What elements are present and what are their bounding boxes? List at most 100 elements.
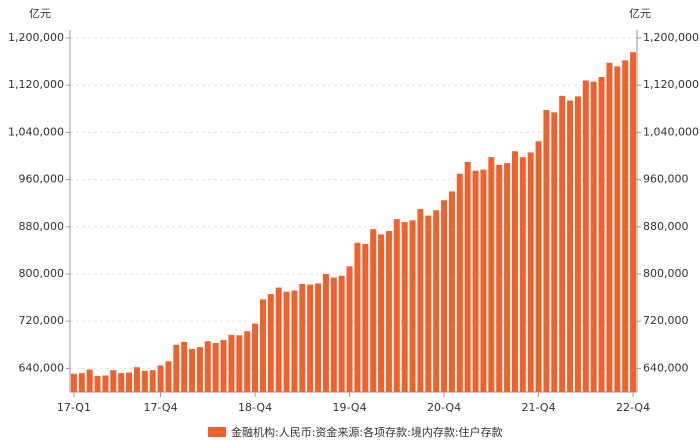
y2-tick-label: 960,000 [643,173,689,186]
bar [157,365,164,392]
x-tick-label: 17-Q1 [57,401,91,414]
bar [252,323,259,392]
y-tick-label: 720,000 [19,314,65,327]
bar [519,157,526,392]
bar [244,331,251,392]
bar [574,96,581,392]
bar [307,284,314,392]
y-unit-right: 亿元 [629,7,651,20]
bar [598,76,605,392]
bar [283,291,290,392]
bar [299,284,306,392]
y-tick-label: 960,000 [19,173,65,186]
y2-tick-label: 1,040,000 [643,125,699,138]
bar [378,234,385,392]
y-tick-label: 1,200,000 [8,31,64,44]
bar [141,370,148,392]
bar [385,230,392,392]
y-tick-label: 1,040,000 [8,125,64,138]
bar [456,173,463,392]
y2-tick-label: 640,000 [643,361,689,374]
bar [102,375,109,392]
bar [189,348,196,392]
bar [417,209,424,392]
x-tick-label: 20-Q4 [427,401,461,414]
legend-label: 金融机构:人民币:资金来源:各项存款:境内存款:住户存款 [231,425,503,439]
bar [567,100,574,392]
bar [401,222,408,392]
y2-tick-label: 1,200,000 [643,31,699,44]
bar [204,341,211,392]
bar [433,210,440,392]
bar [362,243,369,392]
bar [181,341,188,392]
legend-swatch [208,427,226,437]
bar [590,81,597,392]
y-tick-label: 800,000 [19,267,65,280]
bar [212,343,219,392]
bar [496,164,503,392]
x-tick-label: 21-Q4 [522,401,556,414]
bar [441,200,448,392]
bar [236,335,243,392]
bar [480,169,487,392]
bar [527,152,534,392]
bar [409,220,416,392]
y-tick-label: 640,000 [19,361,65,374]
bar [118,373,125,392]
bar [559,95,566,392]
bar [70,373,77,392]
bar [582,80,589,392]
bar [110,370,117,392]
x-tick-label: 17-Q4 [144,401,178,414]
bar [267,294,274,392]
bar [173,344,180,392]
bar [126,372,133,392]
bar [291,290,298,392]
bar [630,52,637,392]
bar [338,275,345,392]
bar [393,219,400,392]
bar [425,215,432,392]
bar [346,266,353,392]
bar [78,373,85,392]
bar [622,60,629,393]
x-tick-label: 22-Q4 [616,401,650,414]
bar [535,141,542,392]
y2-tick-label: 1,120,000 [643,78,699,91]
bar [259,299,266,392]
bar [133,367,140,392]
bar [606,62,613,392]
bar [94,376,101,392]
bar [322,274,329,392]
bar [551,112,558,392]
bar [149,370,156,392]
bar [464,161,471,392]
bar [86,369,93,392]
x-tick-label: 19-Q4 [333,401,367,414]
bar [220,340,227,392]
bar [330,277,337,392]
bar [504,163,511,392]
bar [315,283,322,392]
bar [614,66,621,392]
bar [472,170,479,392]
bar [354,242,361,392]
y-tick-label: 1,120,000 [8,78,64,91]
bar [196,347,203,392]
bar [370,229,377,392]
y2-tick-label: 720,000 [643,314,689,327]
y-tick-label: 880,000 [19,220,65,233]
bar [165,361,172,392]
x-tick-label: 18-Q4 [238,401,272,414]
bar [448,191,455,392]
bar [275,287,282,392]
bar [488,157,495,392]
y2-tick-label: 800,000 [643,267,689,280]
y-unit-left: 亿元 [29,7,51,20]
bar [228,334,235,392]
bar [543,109,550,392]
y2-tick-label: 880,000 [643,220,689,233]
bar [511,151,518,392]
